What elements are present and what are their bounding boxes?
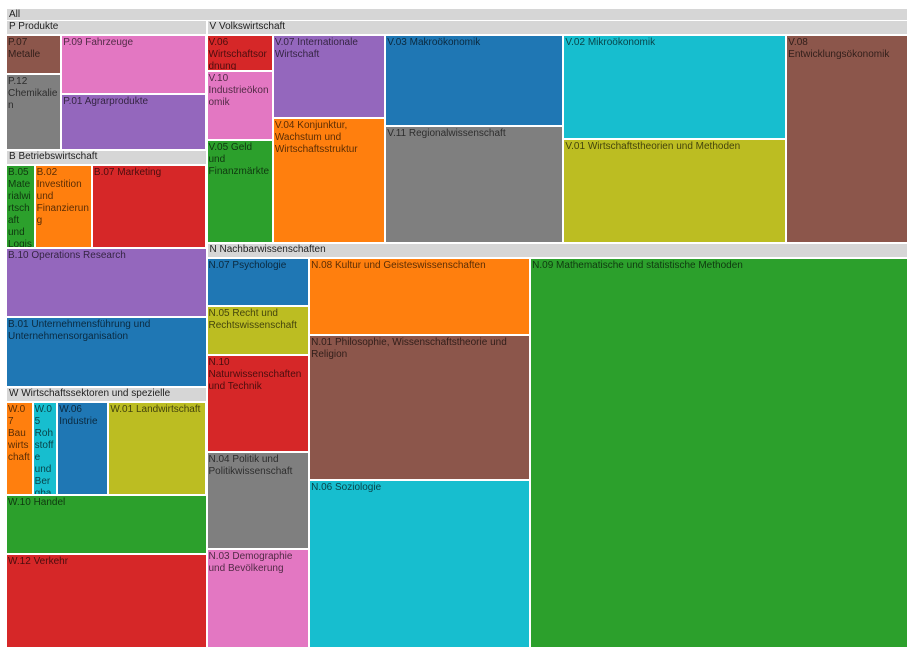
cell-label: N.05 Recht und Rechtswissenschaft xyxy=(208,308,297,332)
cell-label: N.07 Psychologie xyxy=(208,259,287,271)
cell-label: N.06 Soziologie xyxy=(311,482,382,494)
treemap-cell xyxy=(6,317,207,387)
treemap-cell xyxy=(309,335,531,481)
treemap-cell xyxy=(6,35,62,74)
cell-label: B.07 Marketing xyxy=(93,167,162,179)
cell-label: B.10 Operations Research xyxy=(8,249,126,261)
treemap-cell xyxy=(272,118,386,243)
treemap-cell xyxy=(786,35,908,243)
treemap-cell xyxy=(6,401,33,496)
group-header: W Wirtschaftssektoren und spezielle xyxy=(6,386,207,402)
cell-label: V.02 Mikroökonomik xyxy=(565,37,656,48)
cell-label: W.07 Bauwirtschaft xyxy=(8,403,30,463)
cell-label: V.08 Entwicklungsökonomik xyxy=(788,37,890,60)
treemap-cell xyxy=(563,35,787,139)
treemap-cell xyxy=(206,35,273,71)
group-header: P Produkte xyxy=(6,20,207,35)
group-header: V Volkswirtschaft xyxy=(206,20,908,35)
treemap-cell xyxy=(272,35,386,119)
treemap-cell xyxy=(206,140,273,243)
treemap-cell xyxy=(108,401,207,496)
treemap: All P Produkte P.07 Metalle P.12 Chemikali… xyxy=(6,8,908,648)
treemap-cell xyxy=(385,35,564,127)
cell-label: V.03 Makroökonomik xyxy=(387,37,481,48)
treemap-cell xyxy=(61,35,207,95)
cell-label: N.08 Kultur und Geisteswissenschaften xyxy=(311,259,486,271)
treemap-cell xyxy=(61,94,207,150)
cell-label: V.05 Geld und Finanzmärkte xyxy=(208,142,270,178)
treemap-cell xyxy=(206,451,310,549)
cell-label: V.11 Regionalwissenschaft xyxy=(387,128,506,140)
treemap-cell xyxy=(530,257,908,648)
cell-label: B.05 Materialwirtschaft und Logistik xyxy=(8,167,32,247)
treemap-cell xyxy=(206,257,310,307)
treemap-cell xyxy=(57,401,109,496)
cell-label: P.01 Agrarprodukte xyxy=(63,96,149,108)
cell-label: V.01 Wirtschaftstheorien und Methoden xyxy=(565,140,741,152)
cell-label: P.09 Fahrzeuge xyxy=(63,37,134,48)
cell-label: N.01 Philosophie, Wissenschaftstheorie u… xyxy=(311,337,507,361)
treemap-cell xyxy=(6,495,207,554)
treemap-cell xyxy=(6,553,207,648)
treemap-cell xyxy=(6,73,62,150)
cell-label: B.01 Unternehmensführung und Unternehmen… xyxy=(8,319,151,343)
cell-label: N.03 Demographie und Bevölkerung xyxy=(208,550,293,574)
cell-label: V.04 Konjunktur, Wachstum und Wirtschaft… xyxy=(274,120,358,156)
cell-label: W.10 Handel xyxy=(8,497,66,509)
cell-label: P.07 Metalle xyxy=(8,37,41,60)
cell-label: B.02 Investition und Finanzierung xyxy=(36,167,89,227)
cell-label: W.01 Landwirtschaft xyxy=(110,403,201,415)
treemap-cell xyxy=(34,165,92,248)
cell-label: P.12 Chemikalien xyxy=(8,75,58,111)
cell-label: V.10 Industrieökonomik xyxy=(208,72,269,108)
treemap-cell xyxy=(32,401,58,496)
group-header: B Betriebswirtschaft xyxy=(6,150,207,166)
treemap-cell xyxy=(91,165,207,248)
treemap-cell xyxy=(563,138,787,243)
cell-label: W.06 Industrie xyxy=(59,403,98,427)
cell-label: V.06 Wirtschaftsordnung xyxy=(208,37,267,70)
cell-label: V.07 Internationale Wirtschaft xyxy=(274,37,358,60)
treemap-cell xyxy=(6,165,35,248)
treemap-cell xyxy=(206,354,310,452)
treemap-cell xyxy=(206,548,310,648)
treemap-cell xyxy=(309,257,531,336)
treemap-cell xyxy=(309,480,531,648)
cell-label: W.12 Verkehr xyxy=(8,555,69,567)
cell-label: W.05 Rohstoffe und Bergbau xyxy=(34,403,54,495)
treemap-cell xyxy=(206,306,310,355)
cell-label: N.04 Politik und Politikwissenschaft xyxy=(208,453,293,477)
cell-label: N.09 Mathematische und statistische Meth… xyxy=(532,259,743,271)
group-header: N Nachbarwissenschaften xyxy=(206,242,908,258)
cell-label: N.10 Naturwissenschaften und Technik xyxy=(208,356,302,392)
treemap-cell xyxy=(6,247,207,318)
treemap-cell xyxy=(385,126,564,243)
treemap-cell xyxy=(206,70,273,141)
